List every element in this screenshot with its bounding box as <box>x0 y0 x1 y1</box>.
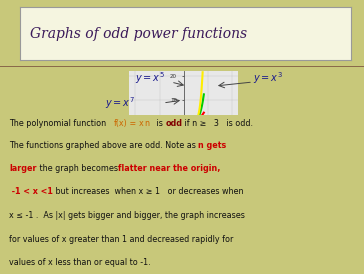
Text: values of x less than or equal to -1.: values of x less than or equal to -1. <box>9 258 151 267</box>
Text: $y=x^5$: $y=x^5$ <box>135 70 165 86</box>
Text: larger: larger <box>9 164 37 173</box>
Text: flatter near the origin,: flatter near the origin, <box>118 164 220 173</box>
Text: $y=x^7$: $y=x^7$ <box>105 95 135 111</box>
Text: x: x <box>139 119 144 128</box>
Text: The polynomial function: The polynomial function <box>9 119 114 128</box>
Text: =: = <box>127 119 139 128</box>
Text: n gets: n gets <box>198 141 227 150</box>
Text: x ≤ -1 .  As |x| gets bigger and bigger, the graph increases: x ≤ -1 . As |x| gets bigger and bigger, … <box>9 211 245 220</box>
Text: The functions graphed above are odd. Note as: The functions graphed above are odd. Not… <box>9 141 198 150</box>
Text: is: is <box>149 119 165 128</box>
Text: -1 < x <1: -1 < x <1 <box>9 187 53 196</box>
Text: odd: odd <box>165 119 182 128</box>
Text: the graph becomes: the graph becomes <box>37 164 118 173</box>
Text: but increases  when x ≥ 1   or decreases when: but increases when x ≥ 1 or decreases wh… <box>53 187 244 196</box>
Text: n: n <box>144 119 149 128</box>
Text: for values of x greater than 1 and decreased rapidly for: for values of x greater than 1 and decre… <box>9 235 233 244</box>
Text: Graphs of odd power functions: Graphs of odd power functions <box>30 27 247 41</box>
Text: if n ≥   3   is odd.: if n ≥ 3 is odd. <box>182 119 253 128</box>
Text: f(x): f(x) <box>114 119 127 128</box>
Text: $y=x^3$: $y=x^3$ <box>253 70 283 86</box>
